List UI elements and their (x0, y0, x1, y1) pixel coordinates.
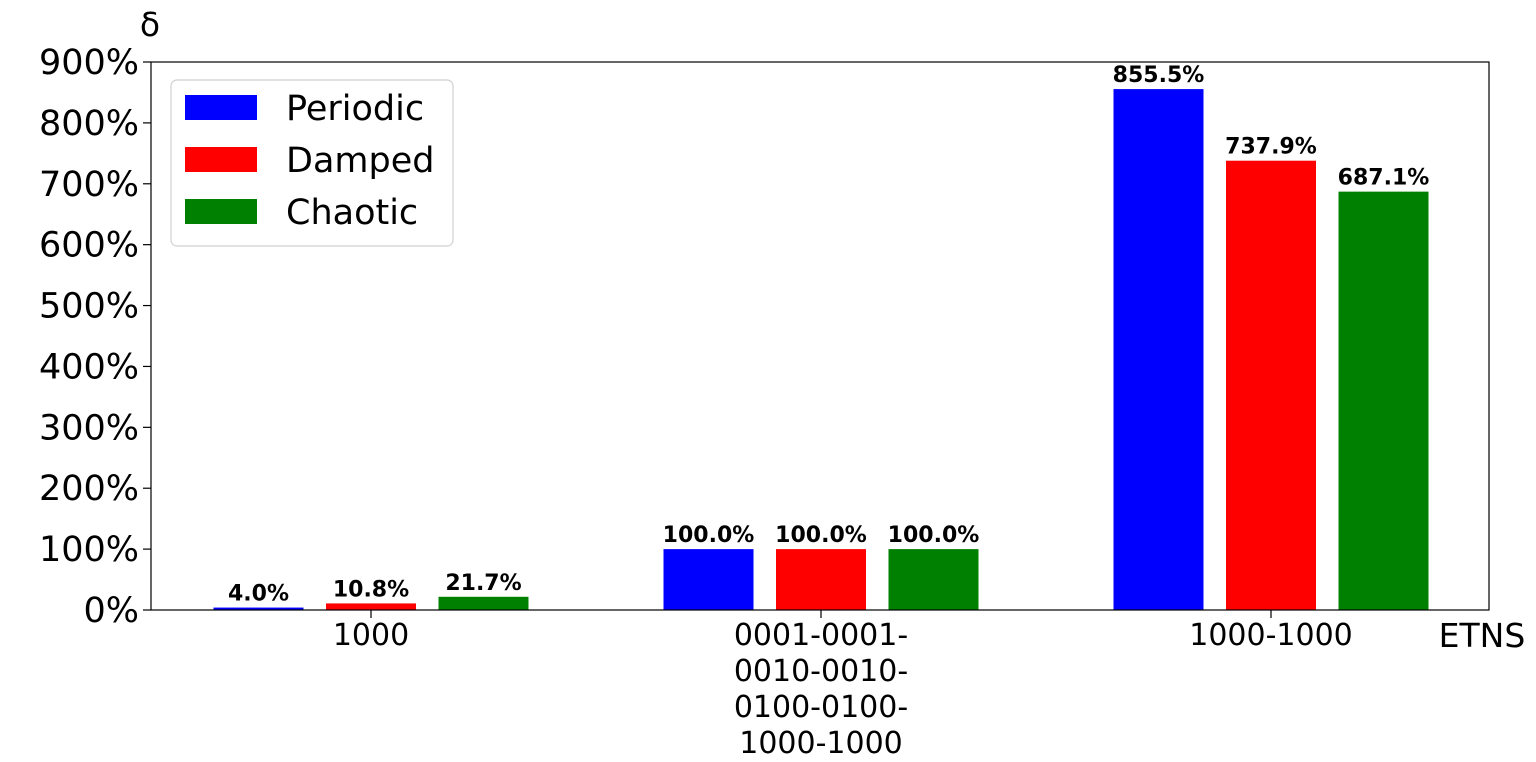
y-tick-label: 400% (39, 347, 139, 387)
y-tick-label: 0% (83, 591, 139, 631)
data-label: 100.0% (663, 523, 755, 548)
x-axis-label: ETNS (1439, 616, 1526, 655)
legend-label-damped: Damped (286, 141, 434, 181)
x-tick-label: 1000 (333, 618, 409, 653)
data-label: 855.5% (1113, 63, 1205, 88)
bar-periodic (663, 549, 754, 610)
bar-damped (1226, 160, 1316, 611)
x-tick-label-line: 1000-1000 (1189, 618, 1353, 653)
bars-layer (213, 89, 1429, 611)
y-tick-label: 300% (39, 408, 139, 448)
y-tick-label: 600% (39, 226, 139, 266)
x-tick-label-line: 0001-0001- (734, 618, 908, 653)
y-tick-label: 200% (39, 469, 139, 509)
legend-swatch-periodic (185, 95, 257, 120)
y-axis: 0% 100% 200% 300% 400% 500% 600% 700% 800% 900% (39, 43, 151, 631)
data-label: 100.0% (888, 523, 980, 548)
y-tick-label: 800% (39, 104, 139, 144)
plot-frame (150, 61, 1490, 611)
bar-damped (326, 603, 416, 610)
bar-chaotic (1338, 191, 1429, 610)
legend: Periodic Damped Chaotic (170, 79, 454, 247)
y-tick-label: 900% (39, 43, 139, 83)
x-tick-label: 1000-1000 (1189, 618, 1353, 653)
y-tick-label: 700% (39, 165, 139, 205)
bar-periodic (1113, 89, 1204, 610)
x-tick-label-line: 0100-0100- (734, 690, 908, 725)
data-label: 100.0% (775, 523, 867, 548)
data-label: 21.7% (445, 571, 521, 596)
data-label: 737.9% (1225, 135, 1317, 160)
y-axis-label: δ (140, 5, 160, 44)
y-tick-label: 500% (39, 287, 139, 327)
x-tick-label-line: 1000-1000 (739, 726, 903, 761)
bar-damped (776, 549, 866, 610)
x-tick-label: 0001-0001-0010-0010-0100-0100-1000-1000 (734, 618, 908, 761)
legend-swatch-chaotic (185, 199, 257, 224)
legend-label-periodic: Periodic (286, 89, 424, 129)
data-label: 687.1% (1338, 166, 1430, 191)
bar-chaotic (438, 596, 529, 610)
x-tick-label-line: 0010-0010- (734, 654, 908, 689)
data-labels-layer: 4.0% 10.8% 21.7% 100.0% 100.0% 100.0% 855.5% 73… (228, 63, 1429, 606)
legend-swatch-damped (185, 147, 257, 172)
y-tick-label: 100% (39, 530, 139, 570)
bar-chaotic (888, 549, 979, 610)
data-label: 4.0% (228, 582, 289, 607)
legend-label-chaotic: Chaotic (286, 193, 418, 233)
bar-periodic (213, 607, 304, 610)
x-tick-label-line: 1000 (333, 618, 409, 653)
x-axis: 1000 0001-0001-0010-0010-0100-0100-1000-1… (333, 610, 1353, 761)
data-label: 10.8% (333, 577, 409, 602)
